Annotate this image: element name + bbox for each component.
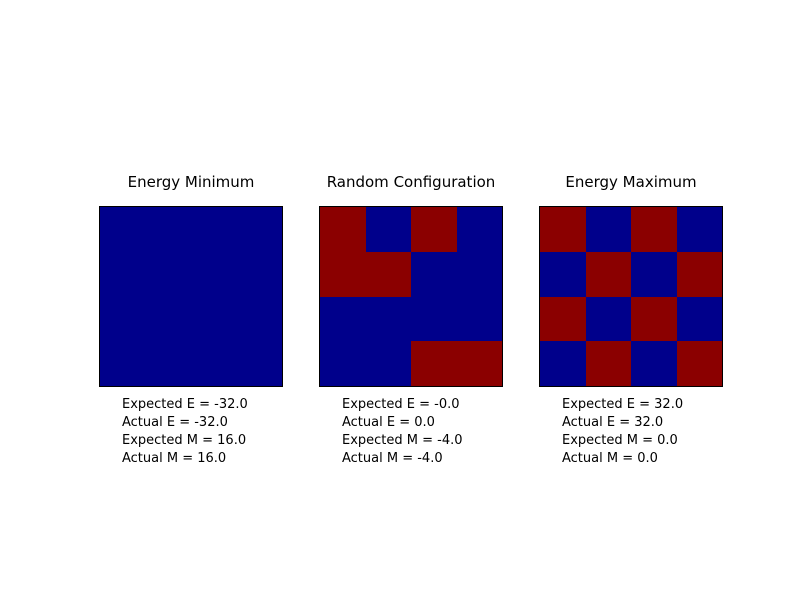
spin-cell — [585, 341, 631, 386]
spin-cell — [236, 251, 282, 297]
spin-cell — [100, 207, 146, 252]
spin-cell — [100, 296, 146, 342]
spin-cell — [676, 207, 722, 252]
stat-expected-energy: Expected E = -32.0 — [122, 397, 248, 412]
spin-cell — [676, 341, 722, 386]
spin-cell — [236, 341, 282, 386]
spin-cell — [411, 207, 457, 252]
spin-cell — [456, 341, 502, 386]
spin-cell — [411, 341, 457, 386]
stat-actual-energy: Actual E = -32.0 — [122, 415, 228, 430]
stat-expected-magnetization: Expected M = -4.0 — [342, 433, 463, 448]
spin-cell — [456, 296, 502, 342]
spin-cell — [236, 207, 282, 252]
stat-actual-magnetization: Actual M = 16.0 — [122, 451, 227, 466]
spin-cell — [100, 251, 146, 297]
spin-cell — [585, 296, 631, 342]
stats-block-energy-minimum: Expected E = -32.0 Actual E = -32.0 Expe… — [122, 396, 248, 468]
spin-cell — [191, 207, 237, 252]
spin-cell — [676, 251, 722, 297]
stat-actual-energy: Actual E = 0.0 — [342, 415, 435, 430]
spin-cell — [236, 296, 282, 342]
stat-expected-magnetization: Expected M = 0.0 — [562, 433, 678, 448]
spin-cell — [191, 341, 237, 386]
stat-expected-magnetization: Expected M = 16.0 — [122, 433, 247, 448]
spin-cell — [191, 251, 237, 297]
spin-cell — [365, 296, 411, 342]
title-random-configuration: Random Configuration — [326, 173, 496, 191]
spin-cell — [145, 251, 191, 297]
spin-cell — [456, 251, 502, 297]
stat-actual-magnetization: Actual M = 0.0 — [562, 451, 658, 466]
spin-cell — [145, 207, 191, 252]
spin-cell — [676, 296, 722, 342]
spin-grid-energy-minimum — [99, 206, 283, 387]
title-energy-maximum: Energy Maximum — [565, 173, 697, 191]
spin-cell — [100, 341, 146, 386]
spin-grid-energy-maximum — [539, 206, 723, 387]
spin-cell — [540, 341, 586, 386]
spin-cell — [540, 296, 586, 342]
spin-cell — [540, 251, 586, 297]
spin-cell — [411, 296, 457, 342]
spin-cell — [145, 341, 191, 386]
stats-block-energy-maximum: Expected E = 32.0 Actual E = 32.0 Expect… — [562, 396, 683, 468]
spin-cell — [540, 207, 586, 252]
spin-cell — [631, 207, 677, 252]
spin-cell — [411, 251, 457, 297]
spin-cell — [585, 251, 631, 297]
stat-actual-energy: Actual E = 32.0 — [562, 415, 664, 430]
stat-actual-magnetization: Actual M = -4.0 — [342, 451, 443, 466]
stats-block-random-configuration: Expected E = -0.0 Actual E = 0.0 Expecte… — [342, 396, 463, 468]
spin-grid-random-configuration — [319, 206, 503, 387]
spin-cell — [145, 296, 191, 342]
spin-cell — [191, 296, 237, 342]
spin-cell — [456, 207, 502, 252]
spin-cell — [631, 251, 677, 297]
spin-cell — [631, 341, 677, 386]
spin-cell — [585, 207, 631, 252]
spin-cell — [320, 296, 366, 342]
stat-expected-energy: Expected E = -0.0 — [342, 397, 460, 412]
spin-cell — [320, 207, 366, 252]
spin-cell — [365, 251, 411, 297]
spin-cell — [320, 341, 366, 386]
spin-cell — [631, 296, 677, 342]
spin-cell — [320, 251, 366, 297]
spin-cell — [365, 207, 411, 252]
spin-cell — [365, 341, 411, 386]
stat-expected-energy: Expected E = 32.0 — [562, 397, 684, 412]
title-energy-minimum: Energy Minimum — [127, 173, 255, 191]
